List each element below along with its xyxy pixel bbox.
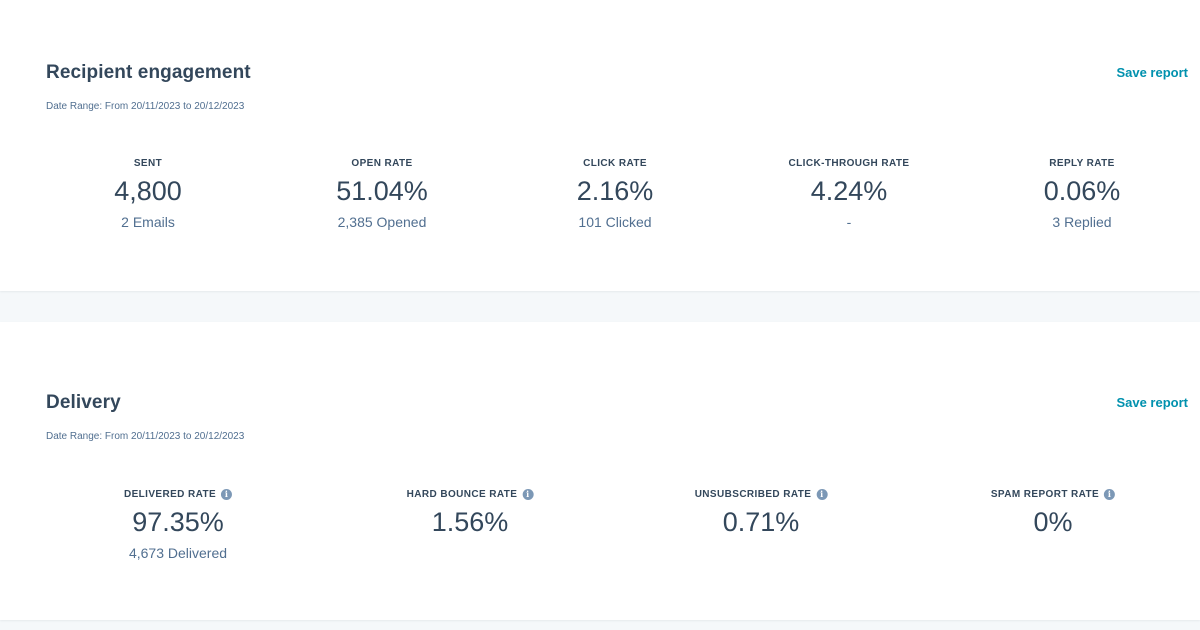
metric-label: HARD BOUNCE RATE: [406, 488, 518, 500]
metric-label: CLICK-THROUGH RATE: [788, 157, 910, 169]
metric-value: 4.24%: [810, 176, 888, 206]
metric-subtext: -: [846, 214, 852, 230]
card-title: Recipient engagement: [46, 62, 251, 83]
metric-subtext: 3 Replied: [1052, 214, 1112, 230]
metric-subtext: 101 Clicked: [578, 214, 652, 230]
recipient-engagement-card: Recipient engagement Save report Date Ra…: [0, 0, 1200, 291]
metric-value: 0.71%: [722, 507, 800, 537]
metric-value: 2.16%: [576, 176, 654, 206]
metric-subtext: 2 Emails: [121, 214, 175, 230]
metric-label: UNSUBSCRIBED RATE: [694, 488, 812, 500]
info-icon[interactable]: i: [221, 488, 233, 500]
metric-sent: SENT 4,800 2 Emails: [114, 156, 182, 231]
metric-value: 0%: [1033, 507, 1073, 537]
metric-value: 97.35%: [132, 507, 224, 537]
info-icon[interactable]: i: [522, 488, 534, 500]
metric-click-rate: CLICK RATE 2.16% 101 Clicked: [577, 156, 654, 231]
metric-spam-report-rate: SPAM REPORT RATE i 0%: [990, 487, 1116, 539]
metric-subtext: 2,385 Opened: [337, 214, 427, 230]
metric-label: CLICK RATE: [583, 157, 647, 169]
metric-value: 1.56%: [431, 507, 509, 537]
date-range: Date Range: From 20/11/2023 to 20/12/202…: [46, 101, 245, 112]
save-report-link[interactable]: Save report: [1116, 395, 1188, 410]
metric-value: 0.06%: [1043, 176, 1121, 206]
metric-hard-bounce-rate: HARD BOUNCE RATE i 1.56%: [407, 487, 534, 539]
metric-label: REPLY RATE: [1049, 157, 1115, 169]
metric-value: 51.04%: [336, 176, 428, 206]
date-range: Date Range: From 20/11/2023 to 20/12/202…: [46, 431, 245, 442]
metric-click-through-rate: CLICK-THROUGH RATE 4.24% -: [789, 156, 910, 231]
info-icon[interactable]: i: [1104, 488, 1116, 500]
delivery-card: Delivery Save report Date Range: From 20…: [0, 322, 1200, 620]
save-report-link[interactable]: Save report: [1116, 65, 1188, 80]
card-title: Delivery: [46, 392, 121, 413]
metric-unsubscribed-rate: UNSUBSCRIBED RATE i 0.71%: [695, 487, 828, 539]
metric-reply-rate: REPLY RATE 0.06% 3 Replied: [1044, 156, 1121, 231]
info-icon[interactable]: i: [816, 488, 828, 500]
metric-label: DELIVERED RATE: [123, 488, 217, 500]
metric-label: SENT: [133, 157, 163, 169]
metric-label: SPAM REPORT RATE: [990, 488, 1100, 500]
metric-open-rate: OPEN RATE 51.04% 2,385 Opened: [336, 156, 428, 231]
metric-subtext: 4,673 Delivered: [128, 545, 228, 561]
metric-label: OPEN RATE: [351, 157, 413, 169]
metric-value: 4,800: [114, 176, 182, 206]
metric-delivered-rate: DELIVERED RATE i 97.35% 4,673 Delivered: [123, 487, 233, 562]
